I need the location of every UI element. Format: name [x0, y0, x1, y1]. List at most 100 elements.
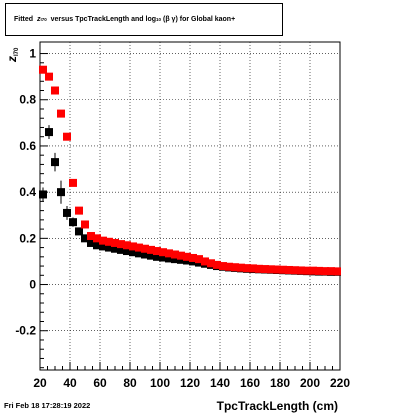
data-point-red [141, 244, 149, 253]
y-tick-label: 0 [29, 278, 36, 292]
x-tick-label: 20 [33, 376, 47, 390]
data-point-red [45, 72, 53, 81]
data-point-black [165, 254, 173, 263]
data-point-black [171, 255, 179, 264]
title-prefix: Fitted [14, 16, 34, 23]
data-point-black [57, 188, 65, 197]
x-tick-label: 200 [300, 376, 320, 390]
data-point-red [183, 252, 191, 261]
data-point-red [75, 206, 83, 215]
data-point-red [177, 251, 185, 260]
data-point-red [315, 266, 323, 275]
title-z-subscript: I70 [40, 17, 47, 22]
data-point-red [261, 265, 269, 274]
y-tick-label: -0.2 [15, 324, 36, 338]
data-markers [39, 65, 341, 276]
data-point-red [207, 259, 215, 268]
data-point-red [267, 265, 275, 274]
data-point-black [51, 158, 59, 167]
title-log-subscript: 10 [156, 17, 162, 22]
y-axis-label: zI70 [5, 47, 20, 63]
title-beta-gamma: (β γ) [163, 16, 178, 23]
data-point-black [117, 245, 125, 254]
data-point-red [87, 232, 95, 241]
data-point-red [63, 132, 71, 141]
data-point-red [111, 238, 119, 247]
data-point-black [69, 218, 77, 227]
data-point-red [123, 241, 131, 250]
data-point-red [159, 248, 167, 257]
data-point-red [117, 240, 125, 249]
chart-title: Fitted z I70 versus TpcTrackLength and lo… [5, 3, 283, 36]
data-point-red [201, 257, 209, 266]
data-point-red [225, 262, 233, 271]
data-point-red [333, 267, 341, 276]
y-axis-label-subscript: I70 [14, 47, 20, 56]
data-point-black [159, 253, 167, 262]
data-point-black [63, 208, 71, 217]
data-point-red [39, 65, 47, 74]
data-point-black [81, 234, 89, 243]
data-point-red [171, 250, 179, 259]
data-point-red [297, 266, 305, 275]
data-point-red [165, 249, 173, 258]
data-point-red [321, 267, 329, 276]
y-axis-label-symbol: z [5, 56, 19, 63]
data-point-black [129, 248, 137, 257]
data-point-black [99, 242, 107, 251]
data-point-red [195, 255, 203, 264]
data-point-red [213, 260, 221, 269]
title-suffix: for Global kaon+ [179, 16, 236, 23]
data-point-red [51, 86, 59, 95]
data-point-red [291, 266, 299, 275]
data-point-red [57, 109, 65, 118]
data-point-red [219, 262, 227, 271]
title-mid: versus TpcTrackLength and log [50, 16, 157, 23]
data-point-red [99, 236, 107, 245]
x-tick-label: 140 [210, 376, 230, 390]
x-tick-label: 220 [330, 376, 350, 390]
data-point-red [105, 237, 113, 246]
data-point-red [327, 267, 335, 276]
data-point-black [153, 252, 161, 261]
grid-lines [40, 42, 340, 370]
data-point-red [93, 234, 101, 243]
title-z-symbol: z [36, 16, 41, 23]
x-tick-label: 60 [93, 376, 107, 390]
data-point-black [177, 255, 185, 264]
data-point-black [39, 190, 47, 199]
data-point-black [105, 243, 113, 252]
x-axis-label: TpcTrackLength (cm) [217, 399, 338, 413]
data-point-black [111, 244, 119, 253]
data-point-red [189, 253, 197, 262]
data-point-black [87, 238, 95, 247]
y-tick-label: 0.2 [19, 231, 36, 245]
data-point-red [237, 263, 245, 272]
x-tick-label: 120 [180, 376, 200, 390]
data-point-black [141, 250, 149, 259]
data-point-red [255, 264, 263, 273]
x-tick-label: 40 [63, 376, 77, 390]
data-point-black [135, 249, 143, 258]
data-point-red [135, 243, 143, 252]
plot-frame [39, 41, 341, 371]
data-point-red [153, 247, 161, 256]
axis-ticks: 20 40 60 80 100 120 140 160 180 200 220 -0.2 0 0.2 0.4… [15, 47, 350, 390]
data-point-red [231, 263, 239, 272]
y-tick-label: 0.4 [19, 185, 36, 199]
data-point-black [93, 241, 101, 250]
y-tick-label: 0.8 [19, 93, 36, 107]
data-point-red [147, 245, 155, 254]
data-point-red [129, 242, 137, 251]
data-point-red [81, 220, 89, 229]
data-point-black [75, 227, 83, 236]
timestamp: Fri Feb 18 17:28:19 2022 [4, 401, 91, 410]
x-tick-label: 100 [150, 376, 170, 390]
data-point-red [273, 265, 281, 274]
data-point-red [69, 178, 77, 187]
data-point-red [285, 265, 293, 274]
x-tick-label: 80 [123, 376, 137, 390]
x-tick-label: 180 [270, 376, 290, 390]
y-tick-label: 1 [29, 47, 36, 61]
